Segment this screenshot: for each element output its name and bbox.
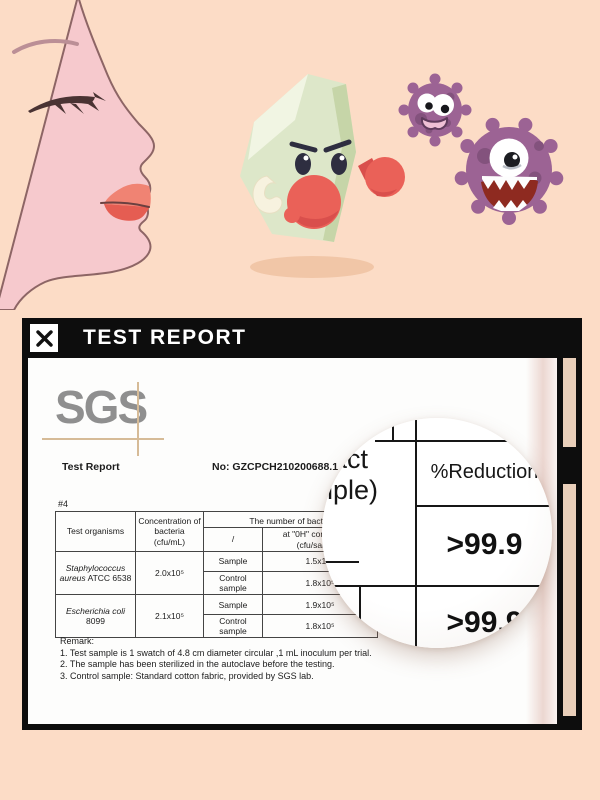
close-icon xyxy=(35,329,53,347)
table-row: Escherichia coli 8099 2.1x10⁵ Sample 1.9… xyxy=(55,594,378,639)
boxing-glove-front-icon xyxy=(284,175,341,229)
report-title-label: Test Report xyxy=(62,461,120,473)
sample-label-cell: Control sample xyxy=(203,570,263,596)
soap-arm xyxy=(252,175,283,214)
concentration-cell: 2.1x10⁵ xyxy=(135,594,204,639)
lips xyxy=(100,183,151,221)
col-slash: / xyxy=(203,527,263,552)
woman-profile-illustration xyxy=(0,0,155,310)
germ-large-illustration xyxy=(454,117,564,225)
magnified-value: >99.9 xyxy=(446,528,523,561)
magnified-gridline xyxy=(392,423,394,440)
remark-title: Remark: xyxy=(60,636,95,646)
magnified-reduction-header: %Reduction xyxy=(430,461,539,483)
remark-line: 3. Control sample: Standard cotton fabri… xyxy=(60,670,314,681)
soap-character-illustration xyxy=(240,74,405,278)
sample-label-cell: Sample xyxy=(203,594,263,616)
organism-cell: Escherichia coli 8099 xyxy=(55,594,136,639)
report-document: SGS Test Report No: GZCPCH210200688.1 #4… xyxy=(28,358,557,724)
magnified-gridline xyxy=(415,420,417,648)
report-number: No: GZCPCH210200688.1 xyxy=(212,461,339,473)
remark-line: 2. The sample has been sterilized in the… xyxy=(60,659,335,669)
illustration-banner xyxy=(0,0,600,318)
magnified-gridline xyxy=(330,585,552,587)
germs-illustration xyxy=(398,73,564,225)
titlebar: TEST REPORT xyxy=(22,318,582,358)
magnified-gridline xyxy=(359,585,361,630)
germ-small-illustration xyxy=(398,73,472,147)
scrollbar-segment[interactable] xyxy=(563,484,576,716)
remark-line: 1. Test sample is 1 swatch of 4.8 cm dia… xyxy=(60,647,372,658)
scrollbar-track[interactable] xyxy=(562,358,577,724)
magnified-gridline xyxy=(322,561,359,563)
closed-eye xyxy=(28,92,106,114)
col-concentration: Concentration of bacteria (cfu/mL) xyxy=(135,511,204,552)
magnified-fragment: act xyxy=(332,444,369,474)
col-test-organisms: Test organisms xyxy=(55,511,136,552)
logo-rule-vertical xyxy=(137,382,139,456)
sample-id-label: #4 xyxy=(58,499,69,509)
magnified-gridline xyxy=(415,505,552,507)
angry-eyes xyxy=(289,139,352,175)
sample-label-cell: Sample xyxy=(203,551,263,572)
close-button[interactable] xyxy=(30,324,58,352)
logo-rule-horizontal xyxy=(42,438,164,440)
sample-label-cell: Control sample xyxy=(203,614,263,639)
window-title: TEST REPORT xyxy=(83,326,247,349)
concentration-cell: 2.0x10⁵ xyxy=(135,550,204,596)
soap-shadow xyxy=(250,256,374,278)
scrollbar-segment[interactable] xyxy=(563,358,576,447)
results-table: Test organisms Concentration of bacteria… xyxy=(55,511,378,639)
magnified-gridline xyxy=(375,440,552,442)
boxing-glove-punch-icon xyxy=(358,157,405,197)
table-row: Control sample 1.8x10⁵ xyxy=(56,614,378,639)
magnified-value: >99.9 xyxy=(446,606,523,639)
magnified-fragment: nple) xyxy=(322,475,379,505)
report-window: TEST REPORT SGS Test Report No: GZCPCH21… xyxy=(22,318,582,730)
organism-cell: Staphylococcus aureus ATCC 6538 xyxy=(55,550,136,596)
remark-block: Remark: 1. Test sample is 1 swatch of 4.… xyxy=(60,636,372,682)
sgs-logo: SGS xyxy=(55,381,148,433)
eyebrow xyxy=(12,38,79,54)
magnifier-circle: act nple) %Reduction >99.9 >99.9 xyxy=(322,418,552,648)
